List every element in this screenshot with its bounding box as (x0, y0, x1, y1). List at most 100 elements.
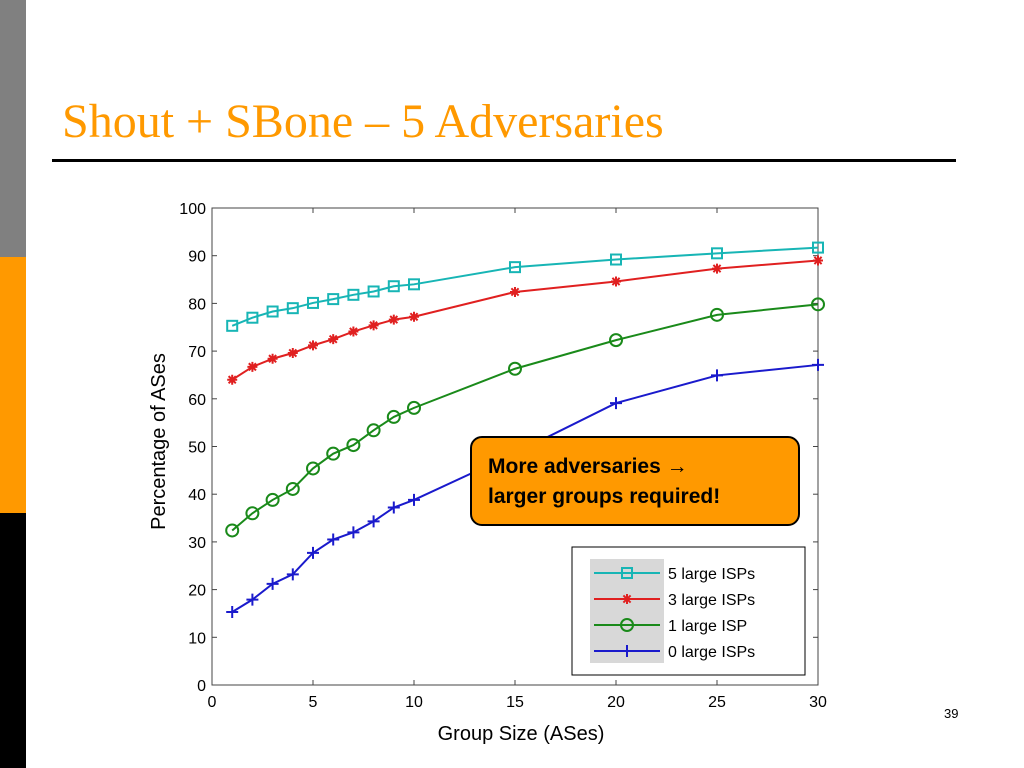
series-line-3-large-isps (231, 259, 819, 381)
data-point-0-large-isps (347, 526, 360, 539)
data-point-5-large-isps (509, 261, 521, 274)
legend-label-3-large-isps: 3 large ISPs (668, 592, 755, 609)
data-point-5-large-isps (610, 253, 622, 266)
sidebar-gray-bar (0, 0, 26, 257)
data-point-3-large-isps (712, 263, 722, 274)
data-point-0-large-isps (812, 358, 824, 371)
legend-label-0-large-isps: 0 large ISPs (668, 644, 755, 661)
y-tick-label: 30 (188, 535, 206, 552)
y-tick-label: 0 (197, 678, 206, 695)
data-point-3-large-isps (813, 255, 823, 266)
series-line-1-large-isp (231, 303, 819, 532)
data-point-0-large-isps (408, 493, 420, 506)
y-axis-label: Percentage of ASes (148, 353, 170, 530)
data-point-1-large-isp (366, 423, 381, 438)
x-tick-label: 30 (809, 694, 827, 711)
data-point-1-large-isp (225, 523, 240, 538)
slide-title: Shout + SBone – 5 Adversaries (62, 95, 664, 148)
callout-box: More adversaries → larger groups require… (470, 436, 800, 526)
series-1-large-isp (225, 297, 825, 538)
data-point-3-large-isps (287, 348, 298, 359)
series-line-5-large-isps (231, 246, 819, 327)
data-point-0-large-isps (286, 568, 299, 581)
data-point-5-large-isps (226, 319, 239, 332)
data-point-1-large-isp (265, 492, 280, 507)
data-point-0-large-isps (367, 515, 380, 528)
data-point-5-large-isps (387, 280, 400, 293)
data-point-5-large-isps (327, 293, 340, 306)
data-point-1-large-isp (710, 307, 724, 322)
data-point-1-large-isp (811, 297, 825, 312)
page-number: 39 (944, 706, 959, 721)
series-line-0-large-isps (231, 363, 819, 613)
data-point-3-large-isps (388, 314, 399, 325)
callout-line-2: larger groups required! (488, 485, 721, 508)
y-tick-label: 10 (188, 630, 206, 647)
data-point-0-large-isps (266, 577, 279, 590)
x-tick-label: 5 (309, 694, 318, 711)
data-point-5-large-isps (266, 305, 279, 318)
data-point-1-large-isp (326, 446, 341, 461)
data-point-5-large-isps (711, 247, 723, 260)
data-point-0-large-isps (327, 533, 340, 546)
data-point-3-large-isps (308, 340, 318, 351)
series-5-large-isps (226, 241, 824, 332)
x-tick-label: 15 (506, 694, 524, 711)
callout-line-1: More adversaries → (488, 455, 688, 478)
legend-marker-3-large-isps (622, 594, 632, 604)
data-point-1-large-isp (346, 438, 361, 453)
data-point-5-large-isps (812, 241, 824, 254)
data-point-3-large-isps (247, 361, 258, 372)
title-divider (52, 159, 956, 162)
data-point-3-large-isps (611, 276, 621, 287)
y-tick-label: 100 (179, 201, 206, 218)
x-axis-label: Group Size (ASes) (438, 723, 605, 745)
data-point-5-large-isps (347, 288, 360, 301)
sidebar-black-bar (0, 513, 26, 768)
data-point-0-large-isps (246, 593, 259, 606)
y-tick-label: 80 (188, 296, 206, 313)
data-point-1-large-isp (245, 506, 260, 521)
data-point-1-large-isp (285, 481, 300, 496)
y-tick-label: 50 (188, 440, 206, 457)
y-tick-label: 90 (188, 249, 206, 266)
data-point-5-large-isps (286, 302, 299, 315)
data-point-5-large-isps (367, 285, 380, 298)
y-tick-label: 20 (188, 583, 206, 600)
data-point-1-large-isp (609, 333, 623, 348)
data-point-5-large-isps (246, 311, 259, 324)
data-point-3-large-isps (227, 374, 238, 385)
data-point-3-large-isps (510, 286, 520, 297)
data-point-0-large-isps (610, 397, 622, 410)
x-tick-label: 25 (708, 694, 726, 711)
data-point-1-large-isp (386, 409, 401, 424)
data-point-3-large-isps (267, 353, 278, 364)
sidebar-orange-bar (0, 257, 26, 513)
data-point-1-large-isp (407, 400, 421, 415)
data-point-0-large-isps (307, 546, 319, 559)
data-point-3-large-isps (368, 320, 379, 331)
y-tick-label: 40 (188, 487, 206, 504)
data-point-5-large-isps (307, 296, 319, 309)
data-point-0-large-isps (711, 369, 723, 382)
data-point-5-large-isps (408, 278, 420, 291)
data-point-1-large-isp (306, 461, 320, 476)
legend-label-1-large-isp: 1 large ISP (668, 618, 747, 635)
y-tick-label: 60 (188, 392, 206, 409)
data-point-3-large-isps (348, 326, 359, 337)
x-tick-label: 20 (607, 694, 625, 711)
x-tick-label: 10 (405, 694, 423, 711)
legend-marker-5-large-isps (621, 567, 633, 579)
data-point-0-large-isps (226, 606, 239, 619)
series-3-large-isps (227, 255, 823, 385)
legend-label-5-large-isps: 5 large ISPs (668, 566, 755, 583)
data-point-0-large-isps (387, 501, 400, 514)
data-point-1-large-isp (508, 361, 522, 376)
x-tick-label: 0 (208, 694, 217, 711)
data-point-3-large-isps (328, 334, 339, 345)
y-tick-label: 70 (188, 344, 206, 361)
data-point-3-large-isps (409, 311, 419, 322)
legend-marker-1-large-isp (620, 618, 634, 632)
legend-marker-0-large-isps (621, 645, 633, 657)
